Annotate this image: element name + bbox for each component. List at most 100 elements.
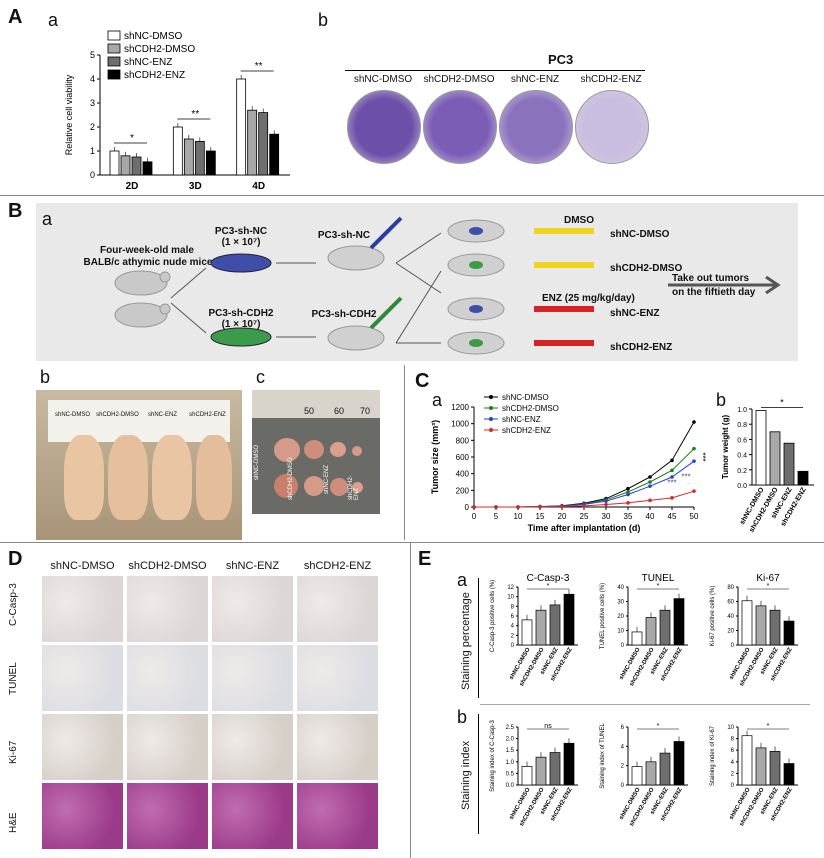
legend-label: shNC-DMSO [124,31,183,42]
staining-bar [521,619,533,646]
subpanel-c-a: a [432,390,443,410]
y-tick-label: 5 [90,50,95,60]
staining-bar [755,605,767,646]
series-line-shCDH2-DMSO [474,448,695,508]
sig-mark: * [547,583,550,590]
data-point [670,458,674,463]
staining-bar [549,604,561,646]
data-point [516,505,520,509]
inj-cdh2-label: PC3-sh-CDH2 [311,309,377,320]
scheme-graphics [114,216,781,355]
nc-count: (1 × 10⁷) [221,237,261,248]
panel-letter-e: E [418,548,432,570]
tumor-1d [352,446,362,456]
y-tick-label: 6 [621,725,625,731]
staining-bar [659,609,671,646]
y-tick-label: 4 [731,760,735,766]
x-tick-label: 20 [558,512,567,521]
nude-mouse-1 [114,270,168,296]
bar-3D-shNC-ENZ [194,141,205,176]
row-b-label: Staining index [460,740,472,810]
colony-dish [423,90,497,164]
bar-3D-shCDH2-ENZ [205,150,216,176]
y-tick-label: 60 [727,600,734,606]
mice-label-2: BALB/c athymic nude mice [83,257,213,268]
row-b-bracket [478,714,479,834]
legend-label: shCDH2-DMSO [502,404,559,413]
y-tick-label: 0 [90,170,95,180]
group-tumor-3 [469,339,483,347]
subpanel-b-c: c [256,367,265,387]
staining-bar [673,598,685,646]
ihc-row-label: TUNEL [8,662,19,695]
y-tick-label: 4 [621,744,625,750]
x-tick-label: 35 [624,512,633,521]
data-point [648,475,652,479]
tumor-label-3: shNC-ENZ [324,464,330,494]
y-tick-label: 0 [465,503,470,512]
x-tick-label: 5 [494,512,499,521]
take-out-1: Take out tumors [672,273,750,284]
y-tick-label: 1.0 [506,760,515,766]
ihc-row-label: C-Casp-3 [8,583,19,626]
bar-4D-shNC-ENZ [258,112,269,176]
ruler-num-70: 70 [360,406,371,416]
y-tick-label: 0.8 [737,422,747,429]
staining-bar [783,620,795,646]
y-tick-label: 10 [507,595,514,601]
row-a-label: Staining percentage [460,592,472,690]
y-tick-label: 3 [90,98,95,108]
data-point [670,496,674,500]
staining-bar [645,617,657,646]
y-tick-label: 0 [731,783,735,789]
ihc-tile [42,714,123,780]
data-point [538,505,542,509]
y-tick-label: 0 [621,783,625,789]
divider-bc [404,365,405,540]
ihc-row-label: H&E [8,812,19,833]
ihc-image-grid [40,576,380,852]
y-tick-label: 0.2 [737,468,747,475]
staining-bar [755,747,767,786]
arrow-nc [170,267,207,299]
y-tick-label: 8 [511,604,515,610]
sig-mark: ** [191,109,199,120]
mouse-body-3 [152,435,192,520]
legend-marker [489,417,493,421]
sig-mark: * [780,397,784,407]
mouse-body-4 [196,435,232,520]
colony-dish-row [345,90,649,165]
data-point [472,505,476,509]
divider-cd [0,542,824,543]
x-tick-label: 45 [668,512,677,521]
dmso-label: DMSO [564,215,594,226]
y-axis-label: C-Casp-3 positive cells (%) [490,580,496,652]
dish-label: shCDH2-ENZ [580,74,642,85]
cdh2-count: (1 × 10⁷) [221,319,261,330]
y-tick-label: 0.5 [506,771,515,777]
staining-charts: C-Casp-3 0 2 4 6 8 10 12 C-Casp-3 positive cells… [484,565,824,855]
ihc-tile [297,783,378,849]
x-tick-label: 25 [580,512,589,521]
dish-label: shCDH2-DMSO [423,74,495,85]
staining-bar [741,600,753,646]
y-tick-label: 6 [731,748,735,754]
syringe-cdh2 [369,296,403,330]
drug-syringe-3 [534,340,594,346]
syringe-nc [369,216,403,250]
ihc-column-labels: shNC-DMSO shCDH2-DMSO shNC-ENZ shCDH2-ENZ [40,560,380,572]
subpanel-c-b: b [716,390,727,410]
sig-mark: * [657,583,660,590]
staining-bar [563,742,575,786]
y-tick-label: 10 [617,629,624,635]
pc3-title: PC3 [548,52,574,67]
y-tick-label: 1.0 [737,407,747,414]
staining-bar [769,751,781,786]
staining-bar [521,766,533,786]
chart-title: Ki-67 [756,573,780,584]
group-shcdh2-enz: shCDH2-ENZ [610,342,673,353]
x-tick-label: 50 [690,512,699,521]
nude-mouse-1-ear [159,271,171,283]
subpanel-a-b: b [318,10,329,30]
